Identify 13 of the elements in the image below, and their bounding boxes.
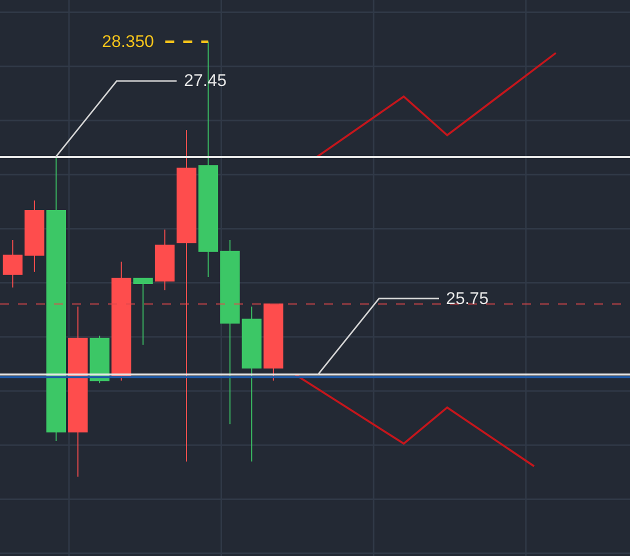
annotation: 28.350 xyxy=(102,32,154,51)
candlestick xyxy=(242,306,262,462)
candlestick xyxy=(2,240,23,288)
candlestick xyxy=(154,229,175,291)
candlestick xyxy=(24,200,44,272)
candlestick xyxy=(68,306,88,478)
candlestick xyxy=(46,156,66,442)
candlestick xyxy=(220,240,240,425)
candlestick xyxy=(133,278,153,346)
candlestick xyxy=(111,261,132,382)
candlestick xyxy=(176,130,196,462)
annotation: 25.75 xyxy=(446,289,489,308)
candlestick xyxy=(264,304,284,382)
